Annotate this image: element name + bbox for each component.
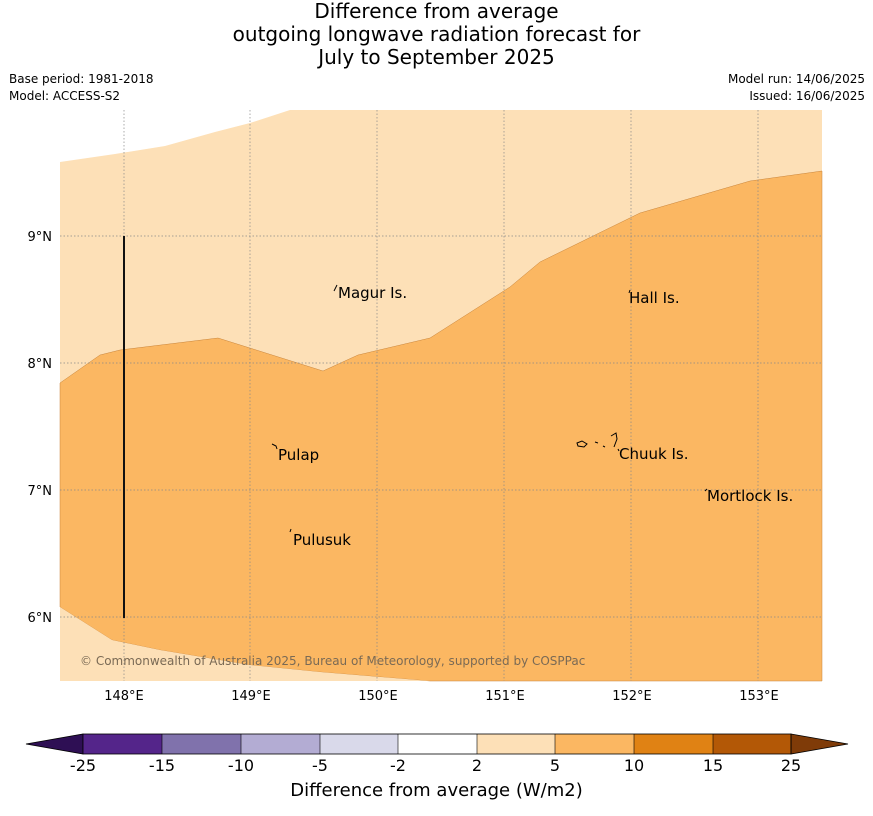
meta-right: Model run: 14/06/2025 Issued: 16/06/2025 [728, 71, 865, 105]
magur-shape [333, 284, 338, 292]
colorbar-bin [241, 734, 320, 754]
island-labels: Magur Is. Hall Is. Pulap Chuuk Is. Mortl… [278, 284, 793, 549]
base-period: Base period: 1981-2018 [9, 72, 154, 86]
graticule [60, 110, 822, 681]
lon-tick-labels: 148°E 149°E 150°E 151°E 152°E 153°E [104, 689, 779, 704]
colorbar-tick: 10 [624, 756, 644, 775]
colorbar-extend-low [25, 733, 84, 755]
label-chuuk: Chuuk Is. [619, 445, 688, 463]
colorbar-extend-high [790, 733, 849, 755]
colorbar-bin [555, 734, 634, 754]
map-area: Magur Is. Hall Is. Pulap Chuuk Is. Mortl… [59, 110, 823, 682]
lat-tick: 8°N [28, 357, 53, 372]
issued-date: Issued: 16/06/2025 [749, 89, 865, 103]
no-data-corner [60, 110, 290, 162]
colorbar-tick: -15 [149, 756, 175, 775]
colorbar-bin [713, 734, 791, 754]
label-mortlock: Mortlock Is. [707, 487, 793, 505]
colorbar-tick: -2 [390, 756, 406, 775]
copyright-notice: © Commonwealth of Australia 2025, Bureau… [80, 654, 585, 668]
label-hall: Hall Is. [629, 289, 680, 307]
colorbar-tick: 5 [550, 756, 560, 775]
colorbar-tick: 2 [472, 756, 482, 775]
lon-tick: 153°E [739, 689, 779, 704]
chart-title: Difference from average outgoing longwav… [0, 0, 873, 69]
colorbar-bin [634, 734, 713, 754]
lon-tick: 150°E [358, 689, 398, 704]
lat-tick: 9°N [28, 230, 53, 245]
title-line-1: Difference from average [314, 0, 559, 23]
colorbar-tick: 25 [781, 756, 801, 775]
colorbar-bin [162, 734, 241, 754]
colorbar: -25 -15 -10 -5 -2 2 5 10 15 25 [25, 733, 849, 775]
label-magur: Magur Is. [338, 284, 407, 302]
pulusuk-shape [289, 528, 292, 533]
chuuk-shape [576, 432, 620, 452]
lon-tick: 152°E [612, 689, 652, 704]
colorbar-tick: 15 [703, 756, 723, 775]
colorbar-tick: -10 [228, 756, 254, 775]
lat-tick: 6°N [28, 611, 53, 626]
hall-shape [628, 289, 631, 294]
title-line-3: July to September 2025 [318, 45, 555, 69]
lat-tick: 7°N [28, 484, 53, 499]
colorbar-ticks: -25 -15 -10 -5 -2 2 5 10 15 25 [70, 756, 801, 775]
meta-left: Base period: 1981-2018 Model: ACCESS-S2 [9, 71, 154, 105]
colorbar-bin [398, 734, 477, 754]
label-pulap: Pulap [278, 446, 319, 464]
island-shapes [271, 284, 708, 533]
label-pulusuk: Pulusuk [293, 531, 351, 549]
colorbar-outline [82, 733, 792, 755]
colorbar-bin [83, 734, 162, 754]
lon-tick: 148°E [104, 689, 144, 704]
anomaly-band-light-bottom [60, 607, 430, 681]
colorbar-label: Difference from average (W/m2) [290, 780, 583, 801]
colorbar-tick: -5 [312, 756, 328, 775]
colorbar-bin [320, 734, 398, 754]
colorbar-tick: -25 [70, 756, 96, 775]
colorbar-bin [477, 734, 555, 754]
mortlock-shape [704, 488, 708, 492]
lon-tick: 151°E [485, 689, 525, 704]
lon-tick: 149°E [231, 689, 271, 704]
pulap-shape [271, 443, 278, 450]
lat-tick-labels: 9°N 8°N 7°N 6°N [28, 230, 53, 626]
model-name: Model: ACCESS-S2 [9, 89, 121, 103]
title-line-2: outgoing longwave radiation forecast for [232, 22, 641, 46]
model-run: Model run: 14/06/2025 [727, 72, 865, 86]
